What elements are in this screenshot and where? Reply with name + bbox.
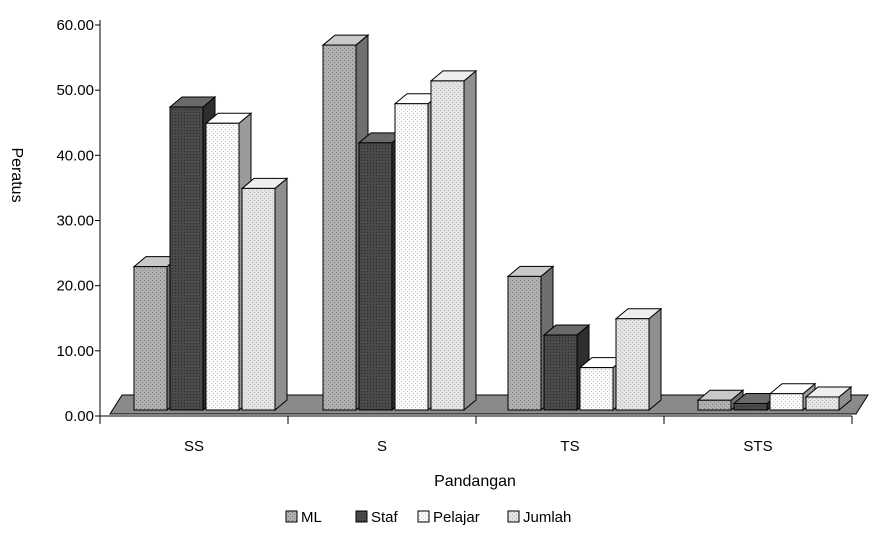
y-tick-label: 20.00 xyxy=(56,278,94,295)
y-tick-label: 10.00 xyxy=(56,343,94,360)
y-tick-label: 50.00 xyxy=(56,82,94,99)
y-tick-label: 60.00 xyxy=(56,17,94,34)
legend-label: ML xyxy=(301,509,322,526)
legend: ML Staf Pelajar Jumlah xyxy=(285,509,571,526)
legend-item: ML xyxy=(285,509,322,526)
bars xyxy=(132,33,853,412)
chart-floor xyxy=(109,394,869,415)
legend-label: Jumlah xyxy=(523,509,571,526)
x-tick-label: S xyxy=(377,438,387,455)
axes xyxy=(95,20,853,424)
floor-plane xyxy=(109,394,869,415)
bar xyxy=(614,307,663,412)
x-tick-label: STS xyxy=(743,438,772,455)
legend-swatch xyxy=(417,510,430,523)
bar xyxy=(768,382,817,412)
bar xyxy=(240,177,289,412)
y-axis-label: Peratus xyxy=(8,147,25,202)
legend-swatch xyxy=(355,510,368,523)
y-tick-label: 40.00 xyxy=(56,147,94,164)
legend-label: Pelajar xyxy=(433,509,480,526)
x-tick-label: TS xyxy=(560,438,579,455)
legend-swatch xyxy=(285,510,298,523)
x-axis-label: Pandangan xyxy=(434,473,516,490)
legend-label: Staf xyxy=(371,509,399,526)
legend-item: Jumlah xyxy=(507,509,571,526)
legend-item: Staf xyxy=(355,509,399,526)
y-tick-label: 0.00 xyxy=(65,408,94,425)
x-tick-label: SS xyxy=(184,438,204,455)
bar xyxy=(429,69,478,412)
y-tick-label: 30.00 xyxy=(56,213,94,230)
bar xyxy=(804,385,853,412)
legend-item: Pelajar xyxy=(417,509,480,526)
legend-swatch xyxy=(507,510,520,523)
